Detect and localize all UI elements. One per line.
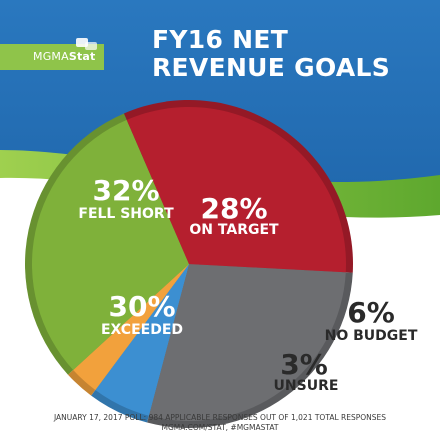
slice-label-no-budget-name: NO BUDGET [324,328,418,344]
pie-slice-unsure [73,264,189,390]
pie-slice-exceeded [31,119,189,370]
brand-logo: MGMAStat [33,50,96,63]
footer-link: MGMA.COM/STAT, #MGMASTAT [161,423,279,432]
slice-label-on-target-pct: 28% [200,192,268,225]
brand-prefix: MGMA [33,50,69,63]
pie-slice-fell-short [126,107,346,273]
slice-label-unsure-pct: 3% [280,348,328,381]
pie-slice-no-budget [95,264,189,416]
slice-label-no-budget-pct: 6% [347,296,395,329]
slice-label-exceeded-name: EXCEEDED [100,322,184,338]
slice-label-unsure-name: UNSURE [273,378,339,394]
slice-label-exceeded-pct: 30% [108,290,176,323]
pie-slice-on-target [148,264,346,421]
footer-source: JANUARY 17, 2017 POLL: 984 APPLICABLE RE… [53,413,387,422]
slice-label-fell-short-name: FELL SHORT [78,206,174,222]
slice-label-on-target-name: ON TARGET [189,222,279,238]
page-title-line2: REVENUE GOALS [152,53,391,82]
slice-label-fell-short-pct: 32% [92,174,160,207]
chat-bubbles-icon [76,38,97,50]
page-title-line1: FY16 NET [152,25,289,54]
brand-suffix: Stat [68,50,96,63]
